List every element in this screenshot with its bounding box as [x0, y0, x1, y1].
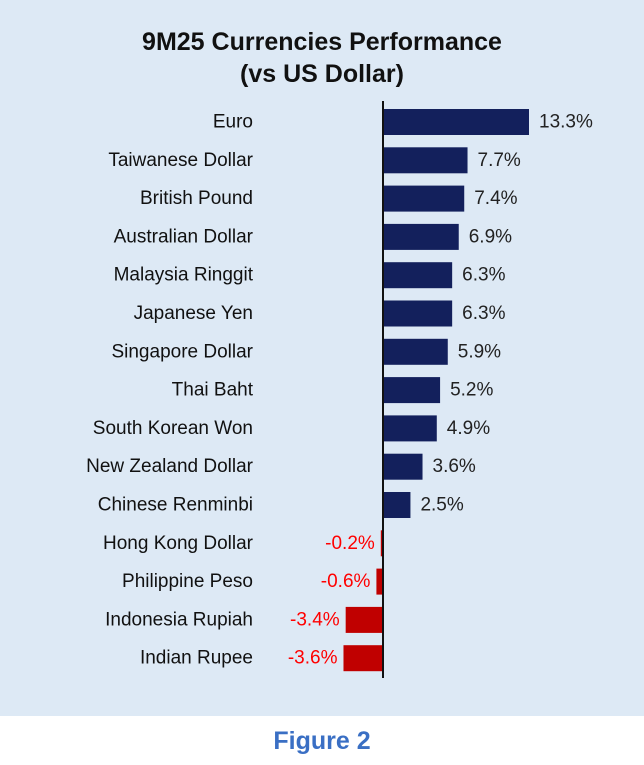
bar — [383, 338, 448, 365]
value-label: 4.9% — [447, 418, 490, 439]
category-label: Chinese Renminbi — [98, 495, 253, 516]
value-label: 5.9% — [458, 341, 501, 362]
bar — [383, 453, 423, 480]
figure-caption: Figure 2 — [273, 727, 371, 755]
value-label: 6.3% — [462, 265, 505, 286]
bar — [383, 415, 437, 442]
value-label: 2.5% — [420, 495, 463, 516]
bar — [383, 109, 529, 135]
value-label: -0.6% — [321, 571, 371, 592]
value-label: 6.9% — [469, 226, 512, 247]
bar — [343, 645, 383, 672]
category-label: Indian Rupee — [140, 648, 253, 669]
category-label: Japanese Yen — [134, 303, 253, 324]
category-label: Singapore Dollar — [111, 341, 253, 362]
category-label: South Korean Won — [93, 418, 253, 439]
bar — [383, 147, 468, 174]
bar — [383, 223, 459, 250]
value-label: -3.6% — [288, 648, 338, 669]
bar — [383, 262, 453, 289]
category-label: Taiwanese Dollar — [108, 150, 253, 171]
value-label: -3.4% — [290, 609, 340, 630]
chart-title: 9M25 Currencies Performance (vs US Dolla… — [0, 26, 644, 90]
value-label: 7.4% — [474, 188, 517, 209]
bar — [383, 492, 411, 518]
bar — [383, 185, 465, 212]
bar — [376, 568, 383, 595]
bar — [383, 377, 441, 404]
value-label: 13.3% — [539, 112, 593, 133]
chart-title-line-2: (vs US Dollar) — [240, 60, 404, 88]
chart-panel: 9M25 Currencies Performance (vs US Dolla… — [0, 0, 644, 716]
bar — [383, 300, 453, 327]
category-label: New Zealand Dollar — [86, 456, 254, 477]
category-label: Malaysia Ringgit — [114, 265, 254, 286]
bar — [345, 606, 383, 633]
value-label: 5.2% — [450, 380, 493, 401]
value-label: 7.7% — [478, 150, 521, 171]
value-label: 6.3% — [462, 303, 505, 324]
category-label: Hong Kong Dollar — [103, 533, 254, 554]
value-label: -0.2% — [325, 533, 375, 554]
chart-title-line-1: 9M25 Currencies Performance — [142, 28, 502, 56]
category-label: Australian Dollar — [114, 226, 254, 247]
category-label: Thai Baht — [172, 380, 254, 401]
category-label: Indonesia Rupiah — [105, 609, 253, 630]
value-label: 3.6% — [433, 456, 476, 477]
bar — [380, 530, 383, 557]
category-label: Philippine Peso — [122, 571, 253, 592]
category-label: British Pound — [140, 188, 253, 209]
category-label: Euro — [213, 112, 253, 133]
bar-chart: Euro 13.3% Taiwanese Dollar 7.7% British Pou… — [86, 101, 593, 678]
